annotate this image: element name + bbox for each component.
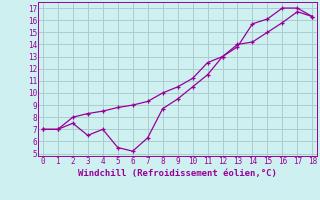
X-axis label: Windchill (Refroidissement éolien,°C): Windchill (Refroidissement éolien,°C) xyxy=(78,169,277,178)
